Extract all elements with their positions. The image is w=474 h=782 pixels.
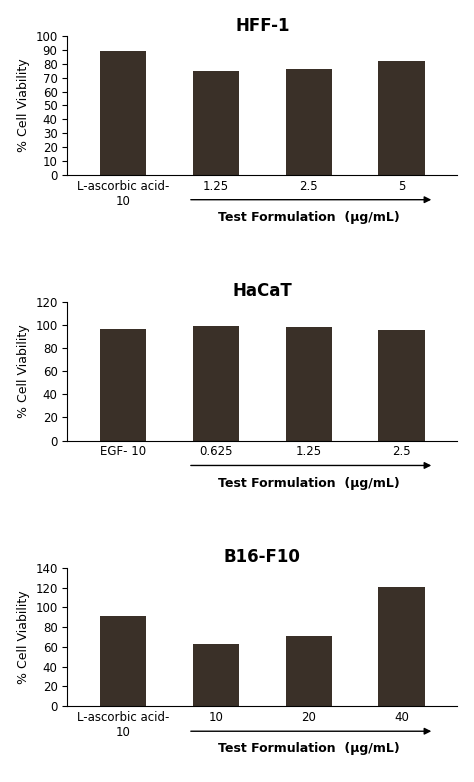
Bar bbox=[100, 52, 146, 174]
Y-axis label: % Cell Viability: % Cell Viability bbox=[17, 325, 30, 418]
Bar bbox=[285, 328, 332, 440]
Title: HFF-1: HFF-1 bbox=[235, 16, 290, 34]
Bar bbox=[100, 328, 146, 440]
Title: HaCaT: HaCaT bbox=[232, 282, 292, 300]
Bar bbox=[193, 71, 239, 174]
Y-axis label: % Cell Viability: % Cell Viability bbox=[17, 590, 30, 683]
Bar bbox=[378, 330, 425, 440]
Text: Test Formulation  (μg/mL): Test Formulation (μg/mL) bbox=[218, 211, 400, 224]
Bar bbox=[285, 636, 332, 706]
Y-axis label: % Cell Viability: % Cell Viability bbox=[17, 59, 30, 152]
Bar bbox=[193, 644, 239, 706]
Bar bbox=[285, 70, 332, 174]
Text: Test Formulation  (μg/mL): Test Formulation (μg/mL) bbox=[218, 476, 400, 490]
Title: B16-F10: B16-F10 bbox=[224, 548, 301, 566]
Bar bbox=[193, 326, 239, 440]
Bar bbox=[378, 586, 425, 706]
Bar bbox=[378, 61, 425, 174]
Text: Test Formulation  (μg/mL): Test Formulation (μg/mL) bbox=[218, 742, 400, 755]
Bar bbox=[100, 616, 146, 706]
